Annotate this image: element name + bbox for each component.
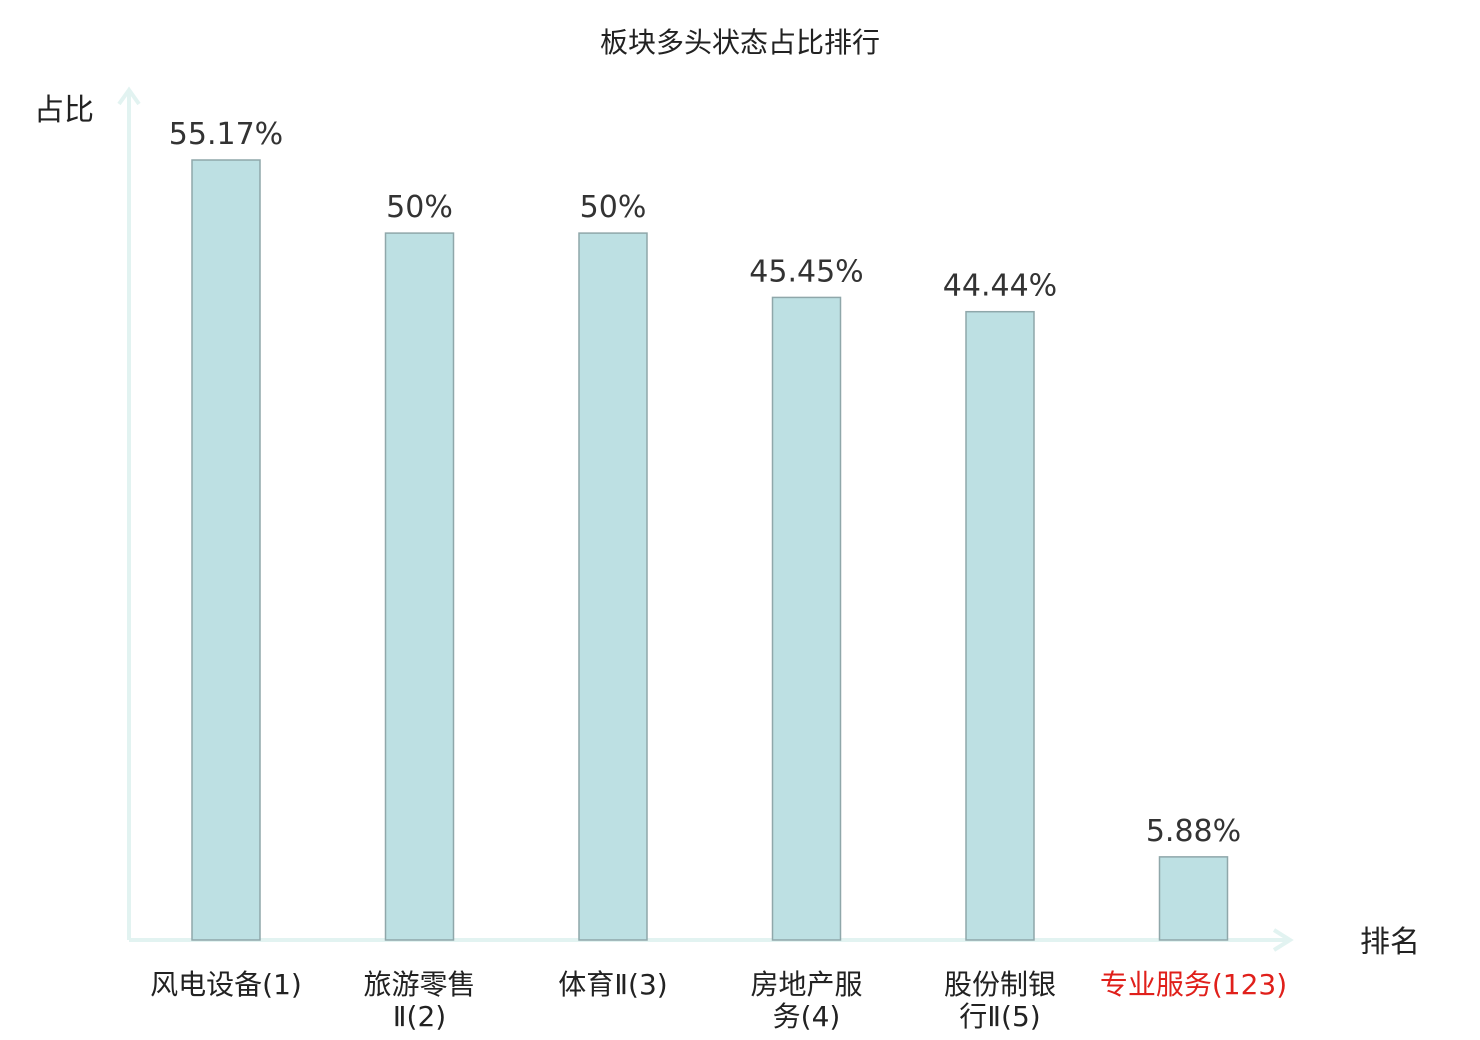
category-label-5-line-1: 股份制银 bbox=[944, 968, 1056, 1001]
category-label-6: 专业服务(123) bbox=[1100, 968, 1287, 1001]
category-label-1: 风电设备(1) bbox=[150, 968, 302, 1001]
value-labels-group: 55.17% 50% 50% 45.45% 44.44% 5.88% bbox=[169, 117, 1241, 849]
category-label-3: 体育Ⅱ(3) bbox=[558, 968, 667, 1001]
value-label-1: 55.17% bbox=[169, 117, 283, 152]
y-axis-label: 占比 bbox=[34, 93, 94, 128]
value-label-5: 44.44% bbox=[943, 269, 1057, 304]
category-label-2-line-2: Ⅱ(2) bbox=[393, 1000, 446, 1033]
value-label-3: 50% bbox=[580, 190, 647, 225]
bar-1 bbox=[191, 159, 261, 941]
bar-3 bbox=[578, 232, 648, 941]
axes bbox=[117, 86, 1294, 952]
bar-5 bbox=[965, 310, 1035, 941]
category-label-4-line-1: 房地产服 bbox=[750, 968, 862, 1001]
category-label-5-line-2: 行Ⅱ(5) bbox=[959, 1000, 1040, 1033]
category-label-4-line-2: 务(4) bbox=[773, 1000, 841, 1033]
value-label-2: 50% bbox=[386, 190, 453, 225]
value-label-6: 5.88% bbox=[1146, 814, 1241, 849]
x-axis-label: 排名 bbox=[1360, 925, 1420, 960]
bar-4 bbox=[771, 296, 842, 941]
bar-2 bbox=[384, 232, 455, 941]
x-axis-arrow bbox=[1272, 928, 1294, 952]
category-label-2-line-1: 旅游零售 bbox=[363, 968, 475, 1001]
chart-title: 板块多头状态占比排行 bbox=[600, 26, 880, 59]
bar-6 bbox=[1158, 856, 1229, 941]
y-axis-arrow bbox=[117, 86, 141, 106]
bars-group bbox=[191, 159, 1229, 941]
value-label-4: 45.45% bbox=[749, 254, 863, 289]
